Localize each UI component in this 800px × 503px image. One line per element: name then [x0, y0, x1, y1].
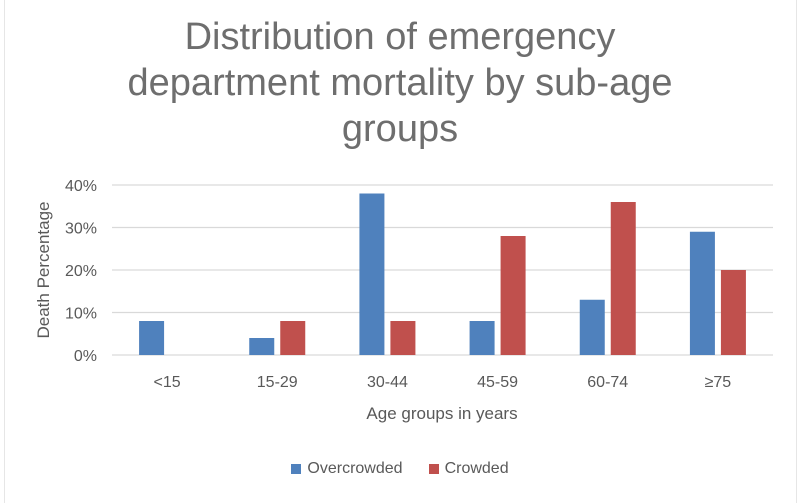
- bar-crowded-4: [610, 202, 636, 355]
- bar-overcrowded-0: [139, 321, 165, 355]
- legend-item-overcrowded: Overcrowded: [291, 460, 403, 478]
- y-tick-label: 10%: [65, 306, 97, 323]
- bar-overcrowded-4: [579, 299, 605, 355]
- bar-crowded-1: [280, 321, 306, 355]
- legend-label-overcrowded: Overcrowded: [307, 460, 403, 477]
- legend-swatch-crowded: [428, 464, 439, 474]
- chart-frame: [4, 0, 797, 503]
- y-tick-label: 20%: [65, 263, 97, 280]
- x-tick-label: 30-44: [367, 374, 408, 391]
- legend-label-crowded: Crowded: [444, 460, 509, 477]
- y-tick-label: 30%: [65, 221, 97, 238]
- bar-overcrowded-1: [249, 338, 275, 355]
- y-tick-label: 0%: [74, 348, 97, 365]
- chart-title-line-3: groups: [341, 108, 459, 150]
- legend-item-crowded: Crowded: [428, 460, 509, 478]
- x-tick-label: 15-29: [257, 374, 298, 391]
- x-tick-label: ≥75: [705, 374, 732, 391]
- bar-crowded-5: [720, 270, 746, 355]
- bar-overcrowded-5: [689, 231, 715, 355]
- bars: [139, 193, 746, 355]
- bar-overcrowded-2: [359, 193, 385, 355]
- y-tick-label: 40%: [65, 178, 97, 195]
- x-tick-labels: <15 15-29 30-44 45-59 60-74 ≥75: [154, 374, 732, 391]
- bar-overcrowded-3: [469, 321, 495, 355]
- bar-crowded-2: [390, 321, 416, 355]
- x-tick-label: <15: [154, 374, 181, 391]
- chart-title-line-1: Distribution of emergency: [184, 16, 616, 58]
- legend: Overcrowded Crowded: [0, 460, 800, 478]
- x-axis-label: Age groups in years: [366, 404, 518, 423]
- x-tick-label: 60-74: [587, 374, 628, 391]
- bar-crowded-3: [500, 236, 526, 355]
- chart-title: Distribution of emergency department mor…: [100, 14, 700, 152]
- legend-swatch-overcrowded: [291, 464, 302, 474]
- x-tick-label: 45-59: [477, 374, 518, 391]
- gridlines: [112, 184, 773, 356]
- y-tick-labels: 0% 10% 20% 30% 40%: [65, 178, 97, 365]
- chart-title-line-2: department mortality by sub-age: [127, 62, 673, 104]
